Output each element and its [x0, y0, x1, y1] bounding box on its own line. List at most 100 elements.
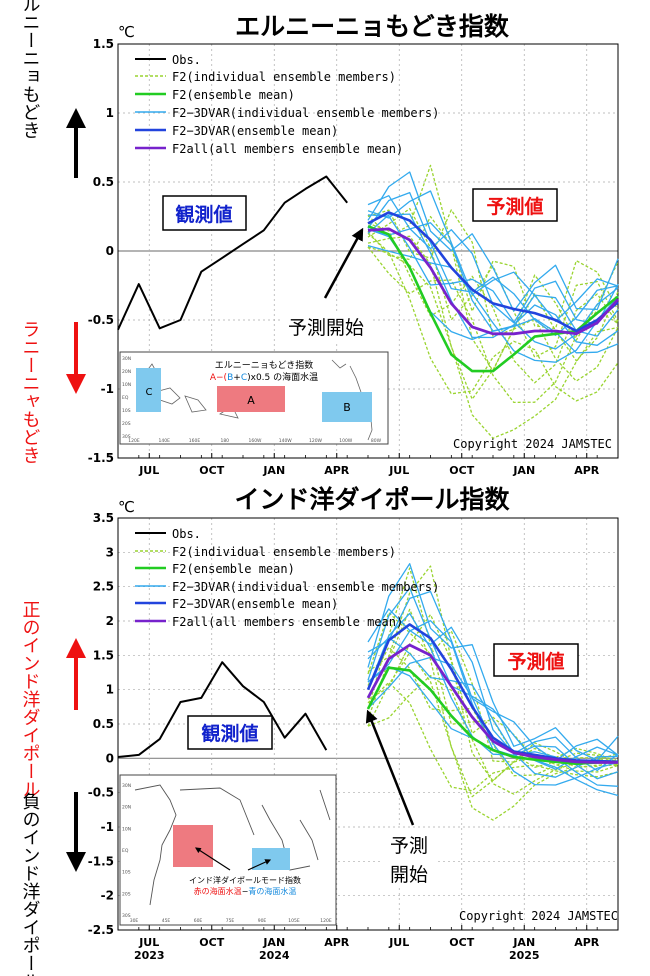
- panel1-start-arrow: [323, 227, 364, 299]
- legend2-dvar-members: F2−3DVAR(individual ensemble members): [172, 580, 439, 594]
- x-tick-label: OCT: [199, 936, 224, 949]
- panel1-fcst-box: [472, 188, 558, 222]
- inset-axis-label: 80W: [371, 438, 382, 444]
- x-year-label: 2023: [134, 949, 165, 962]
- legend2-f2-mean: F2(ensemble mean): [172, 562, 295, 576]
- inset-axis-label: 30S: [122, 434, 131, 440]
- x-tick-label: JUL: [138, 936, 159, 949]
- inset-axis-label: 30S: [122, 913, 131, 919]
- panel1-obs-box: [162, 195, 247, 231]
- side-pos-line1: エルニーニョもどき: [20, 0, 41, 139]
- x-tick-label: OCT: [449, 464, 474, 477]
- dvar-member-line: [367, 612, 619, 787]
- legend-f2-mean: F2(ensemble mean): [172, 88, 295, 102]
- x-tick-label: JUL: [138, 464, 159, 477]
- panel1-inset-map: A B C エルニーニョもどき指数 A−(B+C)x0.5 の海面水温 30N 2…: [119, 351, 389, 445]
- panel1-side-annotation: エルニーニョもどき ラニーニャもどき: [20, 0, 86, 464]
- y-tick-label: 0: [106, 244, 114, 258]
- obs-line: [117, 661, 328, 758]
- inset-label-a: A: [247, 394, 255, 407]
- inset-axis-label: 20N: [122, 369, 131, 375]
- x-year-label: 2024: [259, 949, 290, 962]
- dvar-mean-line: [367, 211, 619, 333]
- inset2-title: インド洋ダイポールモード指数: [189, 875, 301, 885]
- dvar-member-line: [367, 190, 619, 322]
- dvar-member-line: [367, 587, 619, 770]
- legend-f2-members: F2(individual ensemble members): [172, 70, 396, 84]
- legend-dvar-members: F2−3DVAR(individual ensemble members): [172, 106, 439, 120]
- panel2-fcst-label: 予測値: [507, 650, 564, 673]
- f2-member-line: [367, 222, 619, 384]
- f2-member-line: [367, 681, 619, 792]
- legend2-obs: Obs.: [172, 527, 201, 541]
- panel2-side-pos: 正のインド洋ダイポール: [20, 600, 41, 798]
- panel1-title: エルニーニョもどき指数: [235, 12, 510, 41]
- legend2-dvar-mean: F2−3DVAR(ensemble mean): [172, 597, 338, 611]
- all-mean-line: [367, 227, 620, 336]
- panel1-side-neg: ラニーニャもどき: [20, 320, 41, 464]
- panel1-y-axis: -1.5 -1 -0.5 0 0.5 1 1.5: [88, 37, 114, 465]
- inset-axis-label: 120E: [128, 438, 140, 444]
- dvar-member-line: [367, 563, 619, 761]
- dvar-member-line: [367, 171, 619, 312]
- panel2-mean-lines: [117, 623, 619, 766]
- f2-member-line: [367, 565, 619, 763]
- dvar-member-line: [367, 244, 619, 363]
- panel1-mean-lines: [117, 175, 620, 373]
- x-tick-label: APR: [574, 936, 600, 949]
- x-tick-label: JAN: [512, 464, 535, 477]
- panel2-unit: ℃: [118, 498, 135, 516]
- y-tick-label: 0.5: [93, 717, 114, 731]
- inset2-region-west: [173, 825, 213, 867]
- panel1-copyright: Copyright 2024 JAMSTEC: [453, 437, 612, 451]
- panel1-start-bg: [280, 313, 372, 341]
- panel1-obs-label: 観測値: [175, 203, 232, 226]
- y-tick-label: 1.5: [93, 648, 114, 662]
- inset-axis-label: 140E: [159, 438, 171, 444]
- panel2-copyright: Copyright 2024 JAMSTEC: [459, 909, 618, 923]
- inset-axis-label: 120E: [320, 918, 332, 924]
- inset2-subtitle: 赤の海面水温−青の海面水温: [194, 886, 297, 896]
- inset-region-c: [136, 368, 161, 412]
- f2-mean-line: [367, 224, 619, 373]
- panel2-obs-box: [187, 715, 273, 750]
- inset-axis-label: 120W: [309, 438, 323, 444]
- inset-axis-label: 10S: [122, 870, 131, 876]
- panel2-side-neg: 負のインド洋ダイポール: [20, 792, 41, 976]
- y-tick-label: 3: [106, 545, 114, 559]
- inset-axis-label: 30N: [122, 783, 131, 789]
- panel2-obs-label: 観測値: [201, 722, 258, 745]
- y-tick-label: -1: [101, 382, 114, 396]
- panel2-start-arrow: [365, 709, 415, 826]
- legend-obs: Obs.: [172, 53, 201, 67]
- panel1-unit: ℃: [118, 23, 135, 41]
- y-tick-label: -1: [101, 820, 114, 834]
- f2-member-line: [367, 246, 619, 404]
- inset-axis-label: 10N: [122, 382, 131, 388]
- y-tick-label: -2.5: [88, 923, 114, 937]
- x-tick-label: JAN: [262, 936, 285, 949]
- inset-label-c: C: [146, 387, 153, 398]
- y-tick-label: 1.5: [93, 37, 114, 51]
- panel2-ensemble-members: [367, 563, 619, 821]
- x-tick-label: JUL: [388, 936, 409, 949]
- inset-axis-label: 160E: [189, 438, 201, 444]
- dvar-member-line: [367, 195, 619, 325]
- f2-member-line: [367, 209, 619, 341]
- x-tick-label: APR: [324, 936, 350, 949]
- inset-axis-label: 105E: [288, 918, 300, 924]
- inset1-formula: A−(B+C)x0.5 の海面水温: [210, 371, 318, 383]
- inset-axis-label: 30E: [130, 918, 139, 924]
- legend-all-mean: F2all(all members ensemble mean): [172, 142, 403, 156]
- y-tick-label: 1: [106, 106, 114, 120]
- panel2-start-label-1: 予測: [390, 835, 428, 857]
- y-tick-label: 0: [106, 751, 114, 765]
- f2-member-line: [367, 232, 619, 402]
- inset-axis-label: 10N: [122, 826, 131, 832]
- y-tick-label: 3.5: [93, 511, 114, 525]
- inset-axis-label: 20S: [122, 891, 131, 897]
- x-tick-label: OCT: [449, 936, 474, 949]
- inset-axis-label: 20S: [122, 421, 131, 427]
- x-year-label: 2025: [509, 949, 540, 962]
- dvar-member-line: [367, 222, 619, 337]
